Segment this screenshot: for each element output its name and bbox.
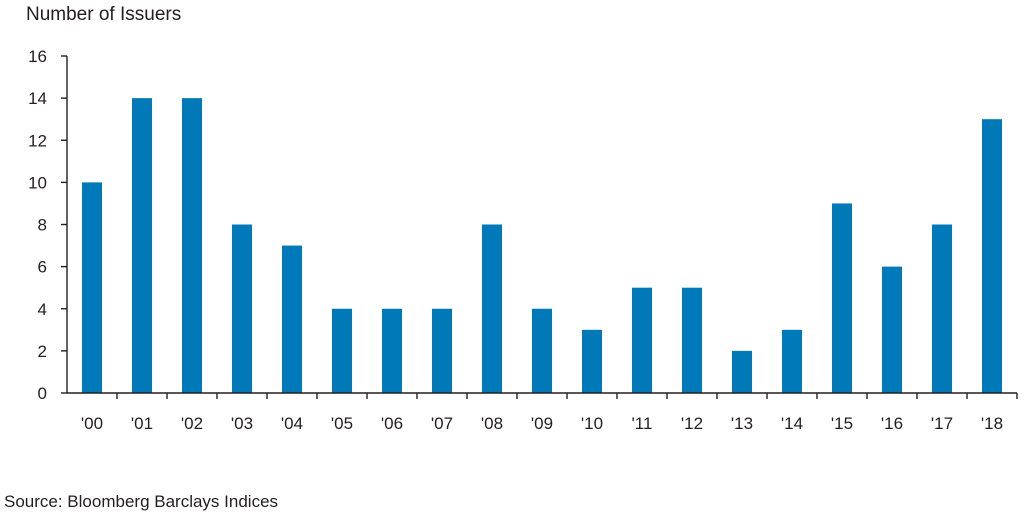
x-tick-label: '07 <box>431 414 453 433</box>
x-ticks-group: '00 '01 '02 '03 '04 '05 '06 '07 '08 '09 '10 '11 '12 '… <box>81 393 1018 433</box>
x-tick-label: '00 <box>81 414 103 433</box>
bar-18 <box>982 119 1002 393</box>
y-tick-label: 0 <box>38 384 47 403</box>
x-tick-label: '14 <box>781 414 803 433</box>
bar-04 <box>282 245 302 393</box>
y-tick-label: 6 <box>38 258 47 277</box>
source-note: Source: Bloomberg Barclays Indices <box>4 492 279 511</box>
x-tick-label: '02 <box>181 414 203 433</box>
y-tick-label: 14 <box>28 89 47 108</box>
bar-05 <box>332 308 352 393</box>
y-tick-label: 4 <box>38 300 47 319</box>
bar-14 <box>782 329 802 393</box>
x-tick-label: '10 <box>581 414 603 433</box>
y-tick-label: 8 <box>38 216 47 235</box>
bar-11 <box>632 287 652 393</box>
y-tick-label: 12 <box>28 131 47 150</box>
bar-06 <box>382 308 402 393</box>
x-tick-label: '04 <box>281 414 303 433</box>
bar-00 <box>82 182 102 393</box>
x-tick-label: '06 <box>381 414 403 433</box>
bar-01 <box>132 98 152 393</box>
bar-17 <box>932 224 952 393</box>
y-axis-label: Number of Issuers <box>26 4 182 25</box>
y-tick-label: 16 <box>28 47 47 66</box>
bar-03 <box>232 224 252 393</box>
x-tick-label: '05 <box>331 414 353 433</box>
x-tick-label: '17 <box>931 414 953 433</box>
bar-08 <box>482 224 502 393</box>
bar-02 <box>182 98 202 393</box>
y-ticks-group: 0 2 4 6 8 10 12 14 16 <box>28 47 67 403</box>
bar-10 <box>582 329 602 393</box>
x-tick-label: '08 <box>481 414 503 433</box>
x-tick-label: '12 <box>681 414 703 433</box>
bar-07 <box>432 308 452 393</box>
y-tick-label: 10 <box>28 173 47 192</box>
bars-group <box>82 98 1002 393</box>
x-tick-label: '18 <box>981 414 1003 433</box>
x-tick-label: '16 <box>881 414 903 433</box>
bar-16 <box>882 266 902 393</box>
bar-12 <box>682 287 702 393</box>
y-tick-label: 2 <box>38 342 47 361</box>
bar-13 <box>732 350 752 393</box>
x-tick-label: '09 <box>531 414 553 433</box>
x-tick-label: '01 <box>131 414 153 433</box>
x-tick-label: '15 <box>831 414 853 433</box>
bar-09 <box>532 308 552 393</box>
x-tick-label: '03 <box>231 414 253 433</box>
x-tick-label: '11 <box>632 414 653 433</box>
bar-15 <box>832 203 852 393</box>
x-tick-label: '13 <box>731 414 753 433</box>
